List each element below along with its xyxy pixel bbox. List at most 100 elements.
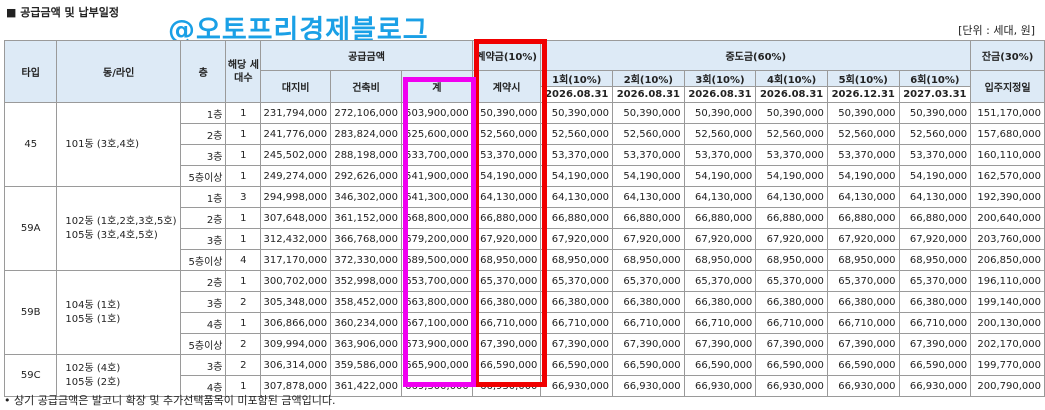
middle-payment-cell-2: 65,370,000 bbox=[612, 270, 685, 292]
floor-cell: 2층 bbox=[179, 123, 227, 145]
page-title: ■ 공급금액 및 납부일정 bbox=[6, 6, 119, 19]
middle-payment-cell-2: 54,190,000 bbox=[612, 165, 685, 187]
middle-payment-cell-5: 67,920,000 bbox=[826, 228, 900, 250]
middle-payment-cell-6: 67,920,000 bbox=[898, 228, 972, 250]
middle-payment-cell-1: 66,710,000 bbox=[540, 312, 614, 334]
middle-payment-cell-4: 68,950,000 bbox=[755, 249, 828, 271]
middle-payment-cell-2: 50,390,000 bbox=[612, 102, 685, 124]
floor-cell: 3층 bbox=[179, 354, 227, 376]
middle-payment-cell-6: 52,560,000 bbox=[898, 123, 972, 145]
middle-payment-cell-1: 53,370,000 bbox=[540, 144, 614, 166]
middle-payment-cell-6: 50,390,000 bbox=[898, 102, 972, 124]
type-cell: 45 bbox=[3, 102, 58, 187]
middle-payment-cell-4: 53,370,000 bbox=[755, 144, 828, 166]
floor-cell: 1층 bbox=[179, 102, 227, 124]
land-cell: 249,274,000 bbox=[260, 165, 332, 187]
total-highlight-box bbox=[403, 77, 476, 387]
middle-payment-cell-6: 66,930,000 bbox=[898, 375, 972, 397]
middle-payment-cell-6: 65,370,000 bbox=[898, 270, 972, 292]
middle-payment-cell-4: 66,380,000 bbox=[755, 291, 828, 313]
land-cell: 306,866,000 bbox=[260, 312, 332, 334]
middle-payment-cell-4: 65,370,000 bbox=[755, 270, 828, 292]
header-type: 타입 bbox=[3, 40, 58, 103]
balance-cell: 157,680,000 bbox=[970, 123, 1045, 145]
middle-payment-cell-4: 66,710,000 bbox=[755, 312, 828, 334]
table-row: 5층이상 4 317,170,000 372,330,000 689,500,000 68… bbox=[5, 249, 1045, 271]
building-cell: 272,106,000 bbox=[330, 102, 402, 124]
middle-payment-cell-5: 66,880,000 bbox=[826, 207, 900, 229]
header-installment-date-1: 2026.08.31 bbox=[540, 86, 614, 103]
building-cell: 363,906,000 bbox=[330, 333, 402, 355]
middle-payment-cell-6: 53,370,000 bbox=[898, 144, 972, 166]
middle-payment-cell-2: 67,920,000 bbox=[612, 228, 685, 250]
balance-cell: 206,850,000 bbox=[970, 249, 1045, 271]
middle-payment-cell-5: 68,950,000 bbox=[826, 249, 900, 271]
middle-payment-cell-3: 53,370,000 bbox=[683, 144, 757, 166]
land-cell: 306,314,000 bbox=[260, 354, 332, 376]
header-floor: 층 bbox=[179, 40, 227, 103]
floor-cell: 1층 bbox=[179, 186, 227, 208]
middle-payment-cell-3: 54,190,000 bbox=[683, 165, 757, 187]
middle-payment-cell-6: 67,390,000 bbox=[898, 333, 972, 355]
middle-payment-cell-1: 64,130,000 bbox=[540, 186, 614, 208]
units-cell: 1 bbox=[225, 123, 262, 145]
units-cell: 1 bbox=[225, 102, 262, 124]
floor-cell: 2층 bbox=[179, 207, 227, 229]
dong-cell: 102동 (4호) 105동 (2호) bbox=[56, 354, 181, 397]
middle-payment-cell-5: 64,130,000 bbox=[826, 186, 900, 208]
middle-payment-cell-5: 52,560,000 bbox=[826, 123, 900, 145]
balance-cell: 203,760,000 bbox=[970, 228, 1045, 250]
middle-payment-cell-5: 67,390,000 bbox=[826, 333, 900, 355]
units-cell: 2 bbox=[225, 354, 262, 376]
middle-payment-cell-4: 52,560,000 bbox=[755, 123, 828, 145]
table-row: 5층이상 2 309,994,000 363,906,000 673,900,000 67… bbox=[5, 333, 1045, 355]
land-cell: 305,348,000 bbox=[260, 291, 332, 313]
middle-payment-cell-1: 52,560,000 bbox=[540, 123, 614, 145]
units-cell: 1 bbox=[225, 165, 262, 187]
balance-cell: 192,390,000 bbox=[970, 186, 1045, 208]
middle-payment-cell-2: 66,930,000 bbox=[612, 375, 685, 397]
land-cell: 241,776,000 bbox=[260, 123, 332, 145]
balance-cell: 162,570,000 bbox=[970, 165, 1045, 187]
middle-payment-cell-1: 68,950,000 bbox=[540, 249, 614, 271]
middle-payment-cell-2: 66,880,000 bbox=[612, 207, 685, 229]
header-contract-sub: 계약시 bbox=[471, 70, 542, 103]
land-cell: 312,432,000 bbox=[260, 228, 332, 250]
land-cell: 294,998,000 bbox=[260, 186, 332, 208]
balance-cell: 200,790,000 bbox=[970, 375, 1045, 397]
header-supply: 공급금액 bbox=[260, 40, 473, 71]
middle-payment-cell-4: 67,920,000 bbox=[755, 228, 828, 250]
table-row: 3층 1 245,502,000 288,198,000 533,700,000 53,3… bbox=[5, 144, 1045, 166]
middle-payment-cell-1: 67,390,000 bbox=[540, 333, 614, 355]
middle-payment-cell-4: 66,590,000 bbox=[755, 354, 828, 376]
middle-payment-cell-5: 66,590,000 bbox=[826, 354, 900, 376]
price-schedule-table: 타입 동/라인 층 해당 세대수 공급금액 계약금(10%) 중도금(60%) … bbox=[3, 40, 1045, 397]
table-row: 59B 104동 (1호) 105동 (1호) 2층 1 300,702,000 352,… bbox=[3, 270, 1045, 355]
balance-cell: 199,770,000 bbox=[970, 354, 1045, 376]
middle-payment-cell-2: 66,710,000 bbox=[612, 312, 685, 334]
header-installment-date-4: 2026.08.31 bbox=[755, 86, 828, 103]
header-installment-date-5: 2026.12.31 bbox=[826, 86, 900, 103]
header-installment-date-6: 2027.03.31 bbox=[898, 86, 972, 103]
floor-cell: 3층 bbox=[179, 144, 227, 166]
building-cell: 366,768,000 bbox=[330, 228, 402, 250]
header-installment-4: 4회(10%) bbox=[755, 70, 828, 87]
middle-payment-cell-5: 50,390,000 bbox=[826, 102, 900, 124]
type-cell: 59A bbox=[3, 186, 58, 271]
type-cell: 59C bbox=[3, 354, 58, 397]
land-cell: 317,170,000 bbox=[260, 249, 332, 271]
building-cell: 361,152,000 bbox=[330, 207, 402, 229]
header-units: 해당 세대수 bbox=[225, 40, 262, 103]
middle-payment-cell-3: 67,390,000 bbox=[683, 333, 757, 355]
middle-payment-cell-4: 50,390,000 bbox=[755, 102, 828, 124]
middle-payment-cell-5: 65,370,000 bbox=[826, 270, 900, 292]
middle-payment-cell-6: 68,950,000 bbox=[898, 249, 972, 271]
middle-payment-cell-1: 66,590,000 bbox=[540, 354, 614, 376]
middle-payment-cell-2: 64,130,000 bbox=[612, 186, 685, 208]
table-row: 4층 1 306,866,000 360,234,000 667,100,000 66,7… bbox=[5, 312, 1045, 334]
middle-payment-cell-6: 66,710,000 bbox=[898, 312, 972, 334]
type-cell: 59B bbox=[3, 270, 58, 355]
footnote: • 상기 공급금액은 발코니 확장 및 추가선택품목이 미포함된 금액입니다. bbox=[4, 394, 336, 407]
middle-payment-cell-6: 64,130,000 bbox=[898, 186, 972, 208]
header-balance-sub: 입주지정일 bbox=[970, 70, 1045, 103]
